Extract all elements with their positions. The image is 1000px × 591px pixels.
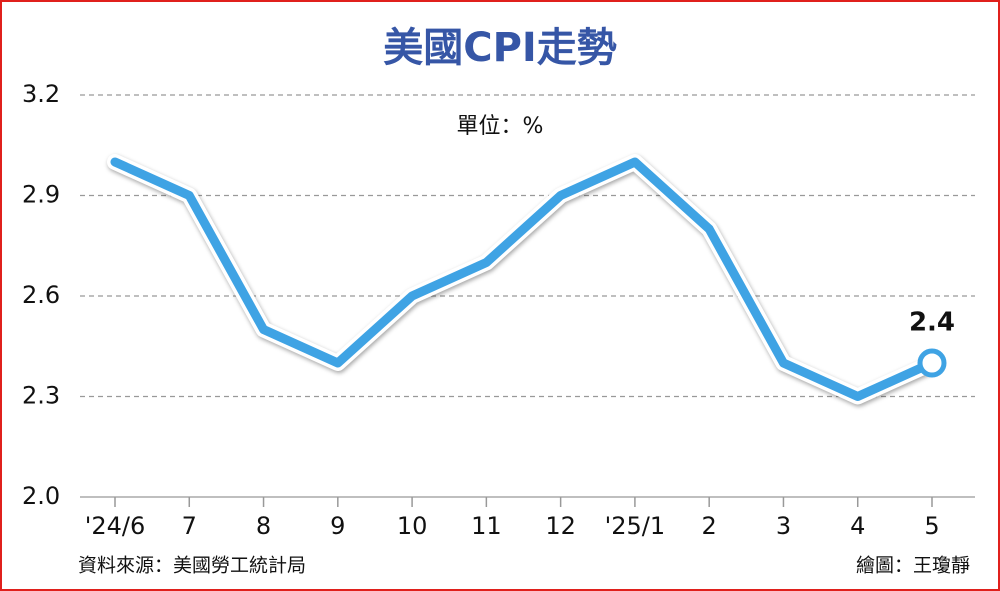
x-tick-label: 12 <box>545 512 576 540</box>
x-tick-label: 5 <box>924 512 939 540</box>
y-tick-label: 2.6 <box>22 281 60 309</box>
unit-label: 單位：% <box>457 114 544 139</box>
x-tick-label: 3 <box>776 512 791 540</box>
line <box>110 157 937 401</box>
y-tick-label: 2.0 <box>22 482 60 510</box>
x-tick-label: 8 <box>256 512 271 540</box>
x-tick-label: '25/1 <box>605 512 666 540</box>
chart-title: 美國CPI走勢 <box>383 25 617 71</box>
y-tick-label: 2.9 <box>22 181 60 209</box>
x-tick-label: 7 <box>182 512 197 540</box>
x-tick-label: 4 <box>850 512 865 540</box>
x-tick-label: '24/6 <box>85 512 146 540</box>
source: 資料來源：美國勞工統計局 <box>78 555 306 577</box>
y-tick-label: 2.3 <box>22 382 60 410</box>
data-label: 2.4 <box>909 308 955 338</box>
x-tick-label: 2 <box>702 512 717 540</box>
x-tick-label: 11 <box>471 512 502 540</box>
credit: 繪圖：王瓊靜 <box>856 555 970 577</box>
y-tick-label: 3.2 <box>22 80 60 108</box>
x-tick-label: 10 <box>397 512 428 540</box>
end-marker <box>917 348 947 378</box>
x-tick-label: 9 <box>330 512 345 540</box>
